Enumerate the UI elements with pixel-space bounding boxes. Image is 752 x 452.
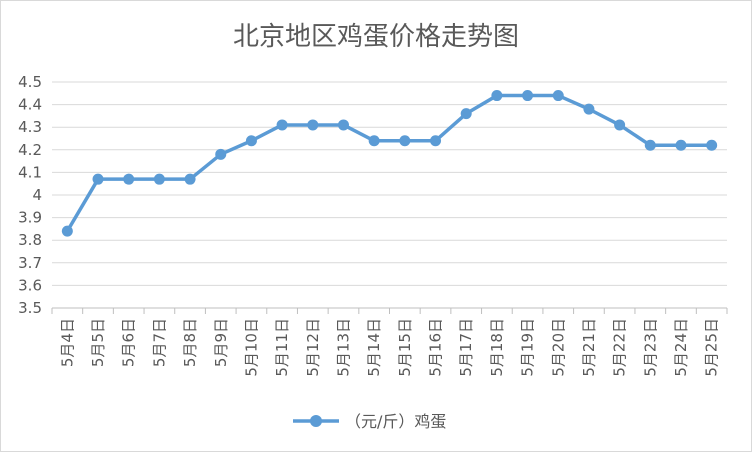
- data-point: [614, 119, 626, 131]
- x-tick-label: 5月16日: [427, 318, 445, 377]
- data-point: [430, 135, 442, 147]
- data-point: [153, 173, 165, 185]
- x-tick-label: 5月13日: [334, 318, 352, 377]
- y-tick-label: 3.9: [18, 209, 42, 227]
- data-point: [337, 119, 349, 131]
- y-tick-label: 3.8: [18, 231, 42, 249]
- chart-title: 北京地区鸡蛋价格走势图: [233, 22, 519, 52]
- data-point: [368, 135, 380, 147]
- y-tick-label: 4: [32, 186, 42, 204]
- legend-marker-swatch: [310, 415, 322, 427]
- data-point: [307, 119, 319, 131]
- data-point: [184, 173, 196, 185]
- x-axis: [51, 307, 728, 314]
- x-tick-label: 5月6日: [120, 318, 138, 367]
- legend: （元/斤）鸡蛋: [293, 412, 446, 431]
- data-point: [61, 225, 73, 237]
- x-tick-label: 5月4日: [58, 318, 76, 367]
- gridlines: [52, 81, 727, 309]
- data-point: [706, 139, 718, 151]
- data-point: [583, 103, 595, 115]
- data-point: [245, 135, 257, 147]
- series-line: [65, 93, 714, 233]
- x-tick-label: 5月20日: [549, 318, 567, 377]
- y-axis-ticks: 3.5 3.6 3.7 3.8 3.9 4 4.1 4.2 4.3 4.4 4.5: [18, 73, 42, 317]
- series-layer: [61, 90, 718, 237]
- y-tick-label: 4.1: [18, 163, 42, 181]
- x-tick-label: 5月17日: [457, 318, 475, 377]
- data-point: [276, 119, 288, 131]
- y-tick-label: 3.6: [18, 276, 42, 294]
- x-tick-label: 5月9日: [212, 318, 230, 367]
- y-tick-label: 4.4: [18, 96, 42, 114]
- data-point: [491, 90, 503, 102]
- data-point: [522, 90, 534, 102]
- x-tick-label: 5月5日: [89, 318, 107, 367]
- x-tick-label: 5月25日: [703, 318, 721, 377]
- y-tick-label: 4.3: [18, 118, 42, 136]
- x-tick-label: 5月23日: [641, 318, 659, 377]
- x-tick-label: 5月11日: [273, 318, 291, 377]
- y-tick-label: 3.5: [18, 299, 42, 317]
- x-axis-ticks: 5月4日 5月5日 5月6日 5月7日 5月8日 5月9日 5月10日 5月11日 5月12日 5…: [58, 318, 720, 377]
- x-tick-label: 5月8日: [181, 318, 199, 367]
- data-point: [644, 139, 656, 151]
- data-point: [460, 108, 472, 120]
- y-tick-label: 4.2: [18, 141, 42, 159]
- x-tick-label: 5月22日: [611, 318, 629, 377]
- y-tick-label: 3.7: [18, 254, 42, 272]
- data-point: [675, 139, 687, 151]
- x-tick-label: 5月19日: [519, 318, 537, 377]
- data-point: [399, 135, 411, 147]
- x-tick-label: 5月15日: [396, 318, 414, 377]
- y-tick-label: 4.5: [18, 73, 42, 91]
- x-tick-label: 5月24日: [672, 318, 690, 377]
- x-tick-label: 5月12日: [304, 318, 322, 377]
- data-point: [552, 90, 564, 102]
- x-tick-label: 5月21日: [580, 318, 598, 377]
- x-tick-label: 5月14日: [365, 318, 383, 377]
- x-tick-label: 5月18日: [488, 318, 506, 377]
- x-tick-label: 5月7日: [150, 318, 168, 367]
- data-point: [123, 173, 135, 185]
- data-point: [92, 173, 104, 185]
- x-tick-label: 5月10日: [242, 318, 260, 377]
- legend-label: （元/斤）鸡蛋: [345, 412, 446, 431]
- data-point: [215, 148, 227, 160]
